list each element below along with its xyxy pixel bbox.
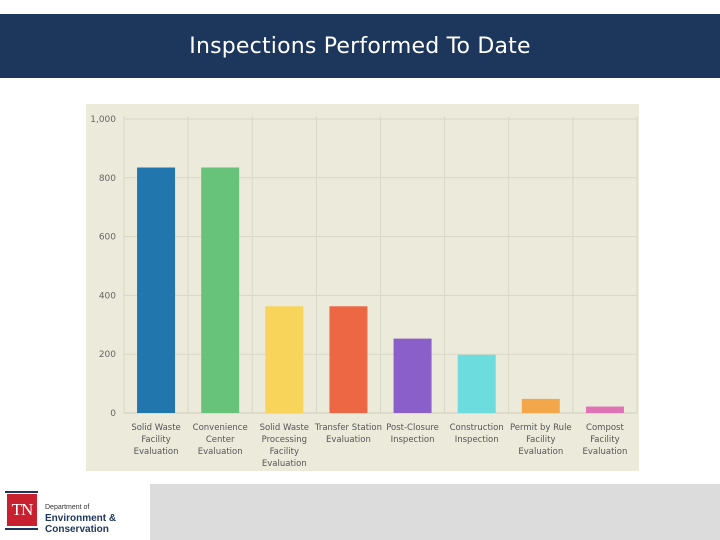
- x-tick-label: Solid Waste Processing Facility Evaluation: [260, 423, 309, 469]
- x-tick-label-line: Transfer Station: [314, 423, 382, 433]
- bar: [393, 338, 432, 413]
- x-tick-label-line: Evaluation: [518, 447, 563, 457]
- y-tick-label: 1,000: [90, 115, 116, 125]
- logo-dept-line: Department of: [45, 504, 90, 511]
- x-tick-label-line: Facility: [526, 435, 555, 445]
- chart-canvas: 0 200 400 600 800 1,000 Solid Waste Facility Eva…: [86, 104, 639, 471]
- bar: [329, 306, 368, 413]
- x-tick-label-line: Center: [206, 435, 235, 445]
- logo-name-line-1: Environment &: [45, 513, 117, 524]
- x-tick-label-line: Evaluation: [134, 447, 179, 457]
- y-tick-label: 200: [99, 350, 116, 360]
- x-tick-label-line: Evaluation: [583, 447, 628, 457]
- y-tick-label: 800: [99, 174, 116, 184]
- x-tick-label-line: Evaluation: [198, 447, 243, 457]
- y-tick-label: 0: [110, 409, 116, 419]
- x-tick-label: Solid Waste Facility Evaluation: [131, 423, 180, 457]
- bar: [201, 167, 240, 413]
- x-tick-label-line: Facility: [590, 435, 619, 445]
- x-tick-label-line: Permit by Rule: [510, 423, 572, 433]
- x-tick-label: Construction Inspection: [450, 423, 504, 445]
- x-tick-label: Convenience Center Evaluation: [193, 423, 248, 457]
- x-tick-label-line: Post-Closure: [386, 423, 439, 433]
- bar: [265, 306, 304, 413]
- bar: [457, 354, 496, 413]
- bar: [137, 167, 176, 413]
- x-tick-label-line: Facility: [270, 447, 299, 457]
- title-bar: Inspections Performed To Date: [0, 14, 720, 78]
- x-tick-label: Transfer Station Evaluation: [314, 423, 382, 445]
- logo-text: Department of Environment & Conservation: [45, 502, 116, 535]
- logo-name-line-2: Conservation: [45, 524, 109, 535]
- x-tick-label-line: Processing: [262, 435, 307, 445]
- x-tick-label-line: Compost: [586, 423, 624, 433]
- x-tick-label-line: Inspection: [391, 435, 435, 445]
- x-tick-label: Compost Facility Evaluation: [583, 423, 628, 457]
- x-tick-label-line: Evaluation: [326, 435, 371, 445]
- bar: [585, 406, 624, 413]
- tn-logo-mark: TN: [7, 494, 37, 526]
- x-tick-label-line: Facility: [141, 435, 170, 445]
- x-tick-label: Post-Closure Inspection: [386, 423, 439, 445]
- y-tick-label: 600: [99, 233, 116, 243]
- y-tick-label: 400: [99, 291, 116, 301]
- logo-rule-top: [5, 491, 38, 493]
- bar: [521, 398, 560, 413]
- x-tick-label: Permit by Rule Facility Evaluation: [510, 423, 572, 457]
- x-tick-label-line: Convenience: [193, 423, 248, 433]
- logo-rule-bottom: [5, 528, 38, 530]
- x-tick-label-line: Construction: [450, 423, 504, 433]
- x-tick-label-line: Evaluation: [262, 459, 307, 469]
- x-tick-label-line: Solid Waste: [260, 423, 309, 433]
- page-title: Inspections Performed To Date: [189, 33, 531, 59]
- x-tick-label-line: Inspection: [455, 435, 499, 445]
- bar-chart: 0 200 400 600 800 1,000 Solid Waste Facility Eva…: [86, 104, 639, 471]
- x-tick-label-line: Solid Waste: [131, 423, 180, 433]
